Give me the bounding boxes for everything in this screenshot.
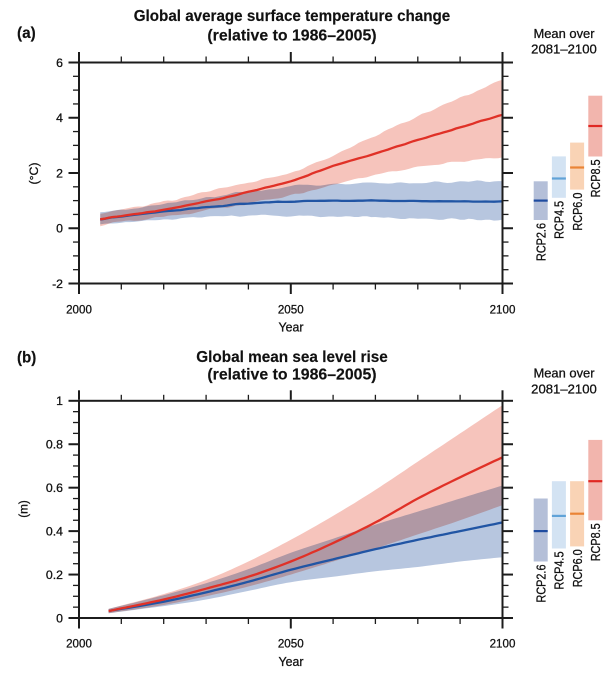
svg-text:0: 0	[56, 222, 63, 236]
svg-text:Mean over: Mean over	[533, 366, 595, 381]
svg-text:-2: -2	[52, 277, 63, 291]
svg-text:2081–2100: 2081–2100	[531, 42, 597, 57]
svg-text:0.4: 0.4	[46, 525, 63, 539]
svg-text:RCP6.0: RCP6.0	[570, 193, 585, 231]
svg-text:2050: 2050	[278, 637, 304, 651]
svg-text:6: 6	[56, 56, 63, 70]
svg-text:2081–2100: 2081–2100	[531, 382, 597, 397]
svg-text:0.2: 0.2	[46, 568, 63, 582]
svg-text:Year: Year	[279, 655, 304, 669]
svg-text:RCP8.5: RCP8.5	[588, 523, 603, 561]
svg-text:RCP2.6: RCP2.6	[533, 565, 548, 603]
svg-text:Global mean sea level rise: Global mean sea level rise	[196, 349, 388, 366]
svg-text:Global average surface tempera: Global average surface temperature chang…	[134, 8, 451, 25]
svg-text:0.6: 0.6	[46, 481, 63, 495]
svg-text:(relative to 1986–2005): (relative to 1986–2005)	[207, 367, 376, 384]
svg-text:2050: 2050	[278, 303, 304, 317]
svg-text:RCP2.6: RCP2.6	[533, 223, 548, 261]
svg-text:RCP6.0: RCP6.0	[570, 549, 585, 587]
svg-text:2: 2	[56, 166, 63, 180]
svg-text:(°C): (°C)	[27, 163, 41, 185]
svg-text:Year: Year	[279, 321, 304, 335]
svg-text:1: 1	[56, 394, 63, 408]
svg-text:0.8: 0.8	[46, 438, 63, 452]
svg-text:(a): (a)	[17, 25, 36, 42]
svg-text:2000: 2000	[66, 637, 92, 651]
svg-text:(b): (b)	[17, 350, 36, 367]
svg-text:2100: 2100	[490, 303, 516, 317]
svg-text:0: 0	[56, 611, 63, 625]
svg-text:2100: 2100	[490, 637, 516, 651]
svg-text:RCP4.5: RCP4.5	[552, 201, 567, 239]
svg-text:(m): (m)	[17, 500, 31, 518]
svg-text:(relative to 1986–2005): (relative to 1986–2005)	[207, 27, 376, 44]
svg-text:RCP8.5: RCP8.5	[588, 159, 603, 197]
svg-text:2000: 2000	[66, 303, 92, 317]
svg-text:RCP4.5: RCP4.5	[552, 552, 567, 590]
svg-text:Mean over: Mean over	[533, 26, 595, 41]
svg-text:4: 4	[56, 111, 63, 125]
